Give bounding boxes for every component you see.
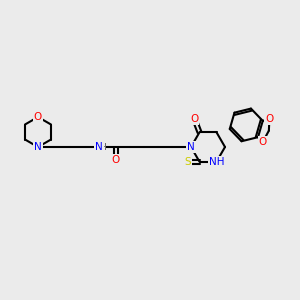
Text: N: N <box>187 142 195 152</box>
Text: O: O <box>190 114 199 124</box>
Text: H: H <box>99 142 105 152</box>
Text: NH: NH <box>209 157 224 167</box>
Text: O: O <box>34 112 42 122</box>
Text: O: O <box>265 114 274 124</box>
Text: O: O <box>112 155 120 165</box>
Text: O: O <box>259 137 267 147</box>
Text: N: N <box>34 142 42 152</box>
Text: N: N <box>95 142 103 152</box>
Text: S: S <box>184 157 191 167</box>
